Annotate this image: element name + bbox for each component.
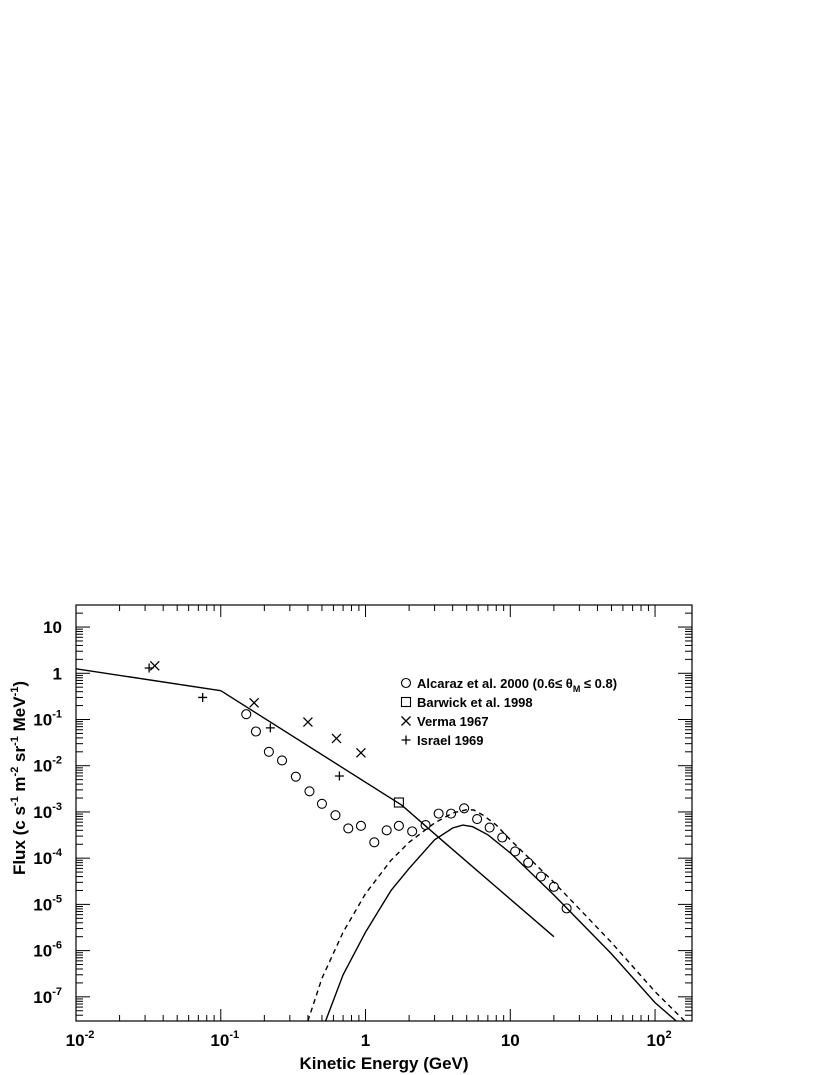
data-point-circle: [459, 803, 470, 814]
data-point-circle: [304, 786, 315, 797]
data-point-circle: [330, 810, 341, 821]
y-axis-label: Flux (c s-1 m-2 sr-1 MeV-1): [9, 681, 29, 875]
data-point-x: [149, 660, 160, 671]
legend-marker-plus: [401, 735, 411, 745]
data-point-circle: [381, 825, 392, 836]
y-tick-label: 1: [53, 664, 62, 683]
data-points: [144, 660, 572, 914]
y-tick-label: 10: [43, 618, 62, 637]
model-curves: [76, 668, 686, 1021]
data-point-circle: [343, 823, 354, 834]
model-curve-4: [307, 808, 686, 1021]
legend-entry: Barwick et al. 1998: [417, 695, 533, 710]
data-point-circle: [433, 808, 444, 819]
data-point-circle: [355, 820, 367, 831]
data-point-circle: [407, 826, 418, 837]
data-point-plus: [265, 723, 275, 733]
x-tick-label: 10-1: [210, 1029, 239, 1050]
legend-entry: Alcaraz et al. 2000 (0.6≤ θM ≤ 0.8): [417, 676, 617, 694]
data-point-circle: [510, 846, 521, 857]
data-point-circle: [420, 820, 431, 831]
x-tick-label: 10: [501, 1031, 520, 1050]
data-point-x: [331, 733, 342, 744]
data-point-circle: [276, 755, 288, 766]
legend: Alcaraz et al. 2000 (0.6≤ θM ≤ 0.8)Barwi…: [400, 676, 617, 748]
data-point-circle: [484, 822, 495, 833]
data-point-circle: [548, 881, 559, 892]
legend-entry: Verma 1967: [417, 714, 489, 729]
x-tick-label: 10-2: [66, 1029, 95, 1050]
model-curve-1: [76, 668, 221, 692]
data-point-x: [302, 717, 313, 728]
data-point-circle: [369, 837, 380, 848]
plot-frame: [75, 604, 693, 1022]
data-point-circle: [290, 771, 301, 782]
legend-marker-circle: [400, 677, 412, 689]
legend-marker-x: [401, 716, 411, 726]
data-point-plus: [144, 663, 154, 673]
y-tick-label: 10-7: [33, 986, 62, 1007]
data-point-circle: [472, 814, 483, 825]
data-point-x: [356, 747, 366, 758]
legend-marker-square: [400, 696, 412, 708]
y-tick-label: 10-3: [33, 801, 62, 822]
y-tick-label: 10-2: [33, 755, 62, 776]
axes: 10-2 10-1 1 10 102 10 1 10-1 10-2 10-3 10-4 10-5 10-…: [33, 604, 693, 1050]
x-axis-label: Kinetic Energy (GeV): [299, 1054, 468, 1073]
data-point-circle: [250, 726, 261, 737]
data-point-circle: [241, 709, 252, 720]
data-point-circle: [561, 903, 572, 914]
y-tick-label: 10-1: [33, 708, 62, 729]
data-point-circle: [497, 832, 508, 843]
y-tick-label: 10-4: [33, 847, 63, 868]
model-curve-3: [324, 824, 677, 1021]
data-point-x: [249, 697, 260, 708]
x-tick-label: 102: [647, 1029, 672, 1050]
x-tick-label: 1: [361, 1031, 370, 1050]
y-tick-label: 10-6: [33, 940, 62, 961]
legend-entry: Israel 1969: [417, 733, 484, 748]
data-point-circle: [393, 820, 404, 831]
data-point-circle: [316, 798, 327, 809]
y-tick-label: 10-5: [33, 893, 62, 914]
data-point-circle: [263, 746, 274, 757]
data-point-plus: [198, 692, 208, 702]
data-point-square: [393, 797, 404, 808]
model-curve-2: [220, 690, 555, 938]
data-point-circle: [535, 871, 547, 882]
data-point-circle: [446, 808, 457, 819]
data-point-plus: [334, 771, 344, 781]
data-point-circle: [523, 857, 534, 868]
